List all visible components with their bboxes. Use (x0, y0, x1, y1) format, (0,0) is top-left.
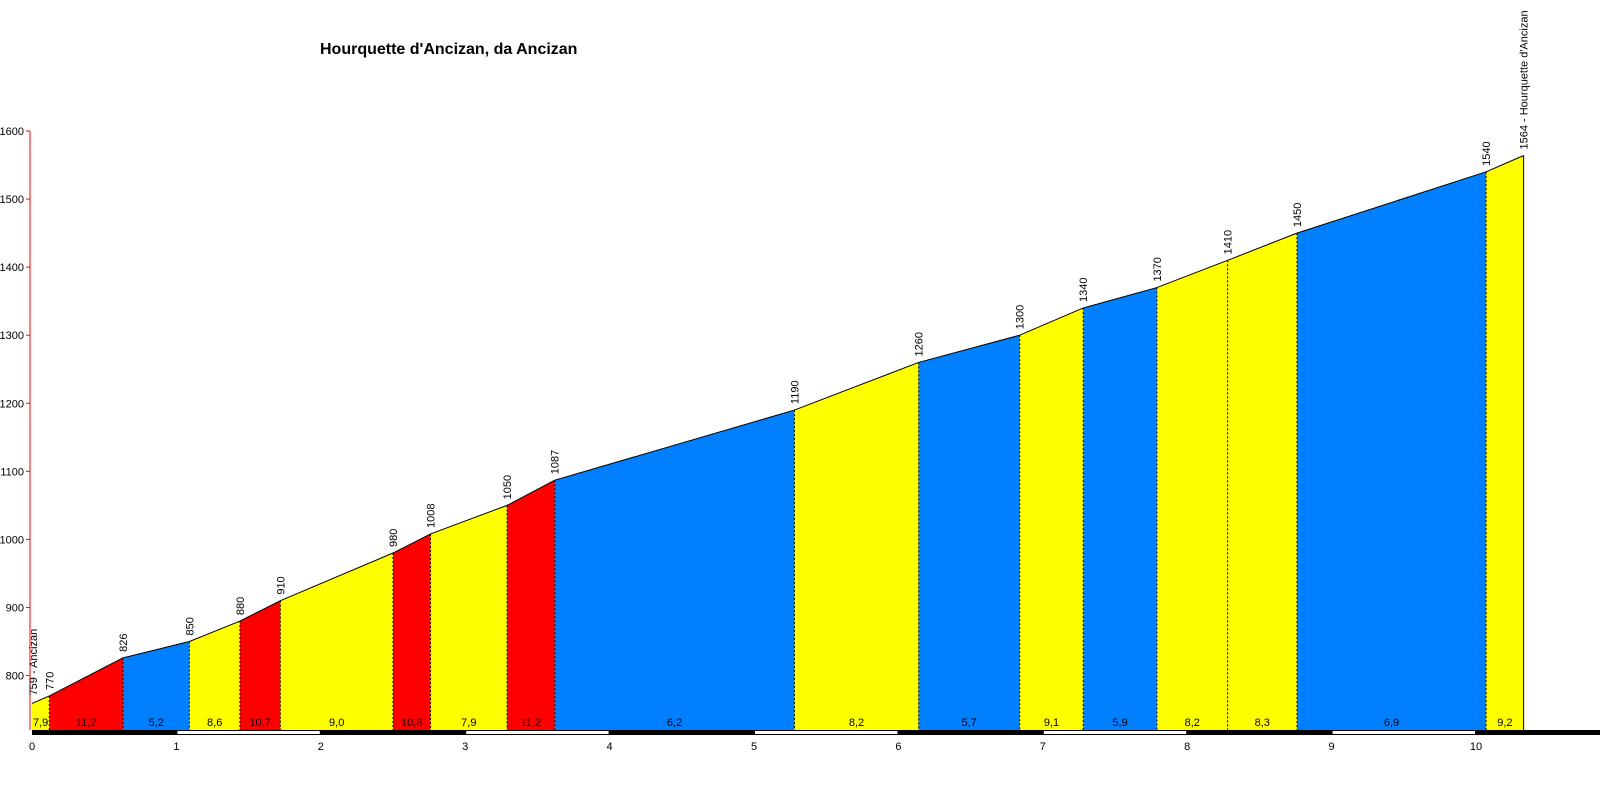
profile-segment (49, 657, 123, 730)
elevation-label: 826 (118, 633, 130, 651)
elevation-label: 1564 - Hourquette d'Ancizan (1519, 10, 1531, 149)
gradient-label: 8,3 (1255, 717, 1270, 729)
gradient-label: 8,6 (207, 717, 222, 729)
elevation-label: 1540 (1481, 141, 1493, 165)
gradient-label: 6,9 (1384, 717, 1399, 729)
elevation-label: 880 (235, 597, 247, 615)
elevation-label: 910 (275, 576, 287, 594)
x-tick-label: 3 (462, 741, 468, 753)
profile-segment (122, 641, 190, 730)
x-tick-label: 5 (751, 741, 757, 753)
x-axis-km-block (1043, 731, 1187, 734)
x-tick-label: 7 (1040, 741, 1046, 753)
x-axis-km-block (1332, 731, 1475, 734)
profile-segment (1296, 171, 1487, 730)
profile-segment (1019, 307, 1084, 730)
profile-line (31, 155, 1524, 704)
x-tick-label: 8 (1184, 741, 1190, 753)
gradient-label: 5,7 (962, 717, 977, 729)
gradient-label: 8,2 (1185, 717, 1200, 729)
elevation-label: 1410 (1223, 230, 1235, 254)
y-tick-label: 900 (6, 602, 24, 614)
profile-segment (189, 621, 240, 730)
elevation-label: 1190 (789, 380, 801, 404)
profile-segment (507, 480, 555, 730)
elevation-label: 980 (388, 529, 400, 547)
gradient-label: 9,1 (1044, 717, 1059, 729)
x-tick-label: 10 (1470, 741, 1482, 753)
x-tick-label: 9 (1329, 741, 1335, 753)
profile-segment (1083, 287, 1157, 730)
gradient-label: 5,2 (149, 717, 164, 729)
y-tick-label: 1500 (0, 194, 24, 206)
x-tick-label: 2 (318, 741, 324, 753)
profile-segment (554, 410, 795, 730)
elevation-label: 1008 (426, 503, 438, 527)
gradient-label: 9,2 (1497, 717, 1512, 729)
x-tick-label: 1 (173, 741, 179, 753)
profile-segment (794, 362, 919, 730)
x-tick-label: 4 (607, 741, 613, 753)
profile-segment (393, 533, 431, 730)
y-tick-label: 1300 (0, 330, 24, 342)
x-axis-km-block (755, 731, 898, 734)
gradient-label: 10,7 (249, 717, 270, 729)
y-tick-label: 1200 (0, 398, 24, 410)
profile-segment (430, 505, 508, 730)
gradient-label: 8,2 (849, 717, 864, 729)
gradient-label: 6,2 (667, 717, 682, 729)
chart-title: Hourquette d'Ancizan, da Ancizan (320, 41, 577, 58)
elevation-label: 1300 (1015, 305, 1027, 329)
elevation-label: 1340 (1078, 277, 1090, 301)
gradient-label: 5,9 (1112, 717, 1127, 729)
elevation-label: 1087 (550, 450, 562, 474)
y-tick-label: 1400 (0, 262, 24, 274)
profile-segment (280, 553, 393, 730)
profile-segment (1227, 233, 1297, 730)
gradient-label: 11,2 (76, 717, 97, 729)
gradient-label: 11,2 (521, 717, 542, 729)
y-tick-label: 1000 (0, 534, 24, 546)
elevation-label: 770 (44, 672, 56, 690)
gradient-label: 7,9 (33, 717, 48, 729)
profile-segment (918, 335, 1020, 730)
elevation-label: 1050 (502, 475, 514, 499)
gradient-label: 7,9 (461, 717, 476, 729)
elevation-label: 1450 (1292, 203, 1304, 227)
x-tick-label: 6 (895, 741, 901, 753)
elevation-label: 850 (184, 617, 196, 635)
elevation-label: 759 - Ancizan (28, 629, 40, 696)
profile-segment (1486, 155, 1524, 731)
profile-segment (32, 695, 50, 730)
profile-segment (1156, 260, 1228, 730)
elevation-label: 1370 (1152, 257, 1164, 281)
y-tick-label: 1600 (0, 126, 24, 138)
y-tick-label: 1100 (0, 466, 24, 478)
x-axis-km-block (177, 731, 320, 734)
y-tick-label: 800 (6, 671, 24, 683)
elevation-label: 1260 (914, 332, 926, 356)
gradient-label: 10,8 (401, 717, 422, 729)
gradient-label: 9,0 (329, 717, 344, 729)
x-tick-label: 0 (29, 741, 35, 753)
x-axis-km-block (466, 731, 609, 734)
profile-segment (239, 600, 281, 730)
